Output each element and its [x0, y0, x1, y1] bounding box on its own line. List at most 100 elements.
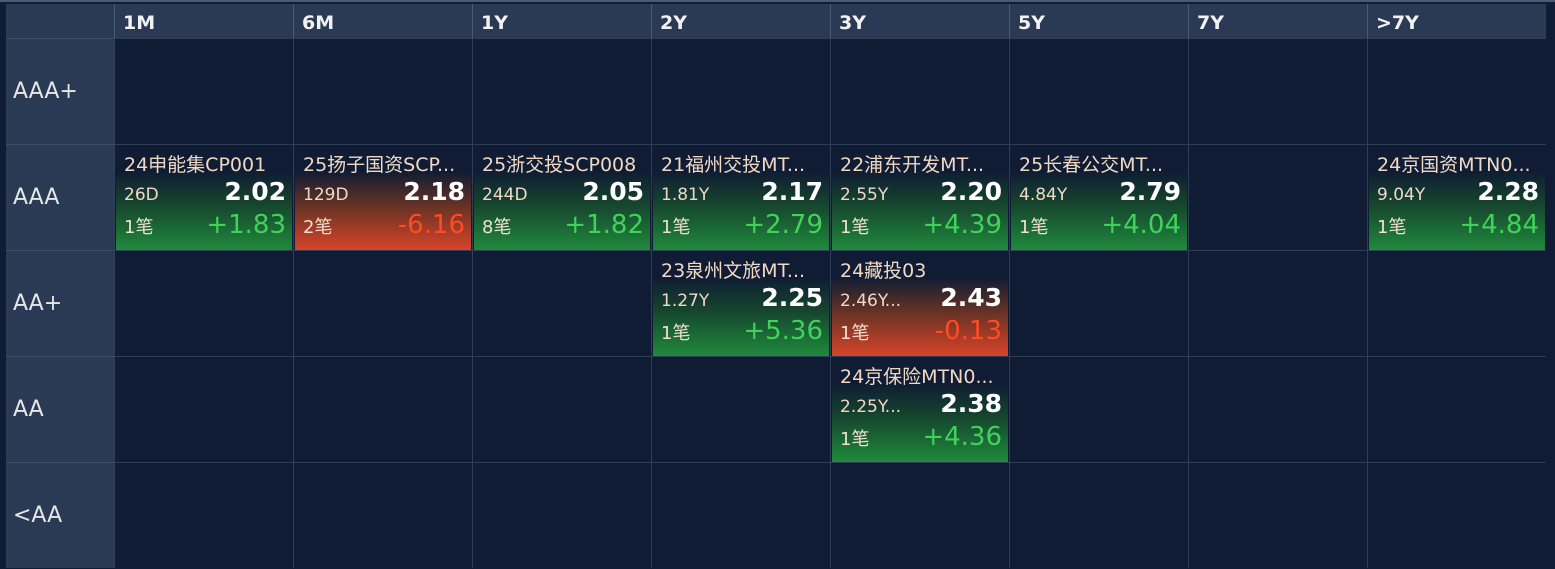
bond-term: 1.27Y — [661, 291, 710, 311]
column-header[interactable]: 1Y — [472, 4, 651, 38]
bond-card-row: 26D 2.02 — [124, 177, 286, 210]
matrix-cell — [1188, 250, 1367, 356]
bond-yield: 2.79 — [1119, 177, 1181, 206]
bond-card-row: 244D 2.05 — [482, 177, 644, 210]
bond-card[interactable]: 24申能集CP001 26D 2.02 1笔 +1.83 — [116, 149, 292, 250]
bond-card[interactable]: 25扬子国资SCP... 129D 2.18 2笔 -6.16 — [295, 149, 471, 250]
bond-name: 25浙交投SCP008 — [482, 154, 637, 176]
matrix-cell — [651, 356, 830, 462]
bond-yield: 2.05 — [582, 177, 644, 206]
matrix-cell — [472, 250, 651, 356]
bond-name: 23泉州文旅MT... — [661, 260, 806, 282]
bond-term: 129D — [303, 185, 349, 205]
bond-card-row: 1笔 +4.84 — [1377, 210, 1539, 243]
trade-count: 1笔 — [1377, 217, 1407, 238]
matrix-cell: 21福州交投MT... 1.81Y 2.17 1笔 +2.79 — [651, 144, 830, 250]
yield-change: -0.13 — [934, 316, 1002, 346]
trade-count: 8笔 — [482, 217, 512, 238]
trade-count: 1笔 — [840, 217, 870, 238]
bond-term: 4.84Y — [1019, 185, 1068, 205]
matrix-cell — [293, 356, 472, 462]
bond-name: 25扬子国资SCP... — [303, 154, 456, 176]
matrix-cell: 24藏投03 2.46Y... 2.43 1笔 -0.13 — [830, 250, 1009, 356]
matrix-cell — [651, 38, 830, 144]
bond-card-row: 1笔 +2.79 — [661, 210, 823, 243]
trade-count: 1笔 — [124, 217, 154, 238]
bond-card[interactable]: 24京保险MTN0... 2.25Y... 2.38 1笔 +4.36 — [832, 361, 1008, 462]
matrix-cell: 25浙交投SCP008 244D 2.05 8笔 +1.82 — [472, 144, 651, 250]
matrix-cell — [293, 250, 472, 356]
matrix-cell — [472, 462, 651, 568]
bond-card-row: 2.25Y... 2.38 — [840, 389, 1002, 422]
row-header[interactable]: AA — [6, 356, 114, 462]
yield-change: +4.04 — [1101, 210, 1181, 240]
matrix-cell — [1009, 250, 1188, 356]
trade-count: 1笔 — [661, 323, 691, 344]
column-header[interactable]: 7Y — [1188, 4, 1367, 38]
yield-change: -6.16 — [397, 210, 465, 240]
yield-change: +1.82 — [564, 210, 644, 240]
matrix-cell — [1367, 462, 1546, 568]
bond-card-row: 1笔 +4.39 — [840, 210, 1002, 243]
column-header[interactable]: 2Y — [651, 4, 830, 38]
bond-yield: 2.38 — [940, 389, 1002, 418]
bond-card-row: 2.55Y 2.20 — [840, 177, 1002, 210]
bond-card[interactable]: 21福州交投MT... 1.81Y 2.17 1笔 +2.79 — [653, 149, 829, 250]
yield-change: +4.39 — [922, 210, 1002, 240]
matrix-cell: 23泉州文旅MT... 1.27Y 2.25 1笔 +5.36 — [651, 250, 830, 356]
bond-card-row: 8笔 +1.82 — [482, 210, 644, 243]
bond-card-row: 1笔 +1.83 — [124, 210, 286, 243]
header-corner — [6, 4, 114, 38]
column-header[interactable]: 6M — [293, 4, 472, 38]
bond-name: 21福州交投MT... — [661, 154, 806, 176]
matrix-cell — [114, 250, 293, 356]
matrix-cell: 22浦东开发MT... 2.55Y 2.20 1笔 +4.39 — [830, 144, 1009, 250]
bond-card[interactable]: 24京国资MTN0... 9.04Y 2.28 1笔 +4.84 — [1369, 149, 1545, 250]
trade-count: 2笔 — [303, 217, 333, 238]
row-header[interactable]: AA+ — [6, 250, 114, 356]
bond-card-row: 1笔 +4.04 — [1019, 210, 1181, 243]
column-header[interactable]: 1M — [114, 4, 293, 38]
bond-term: 244D — [482, 185, 528, 205]
matrix-cell: 25长春公交MT... 4.84Y 2.79 1笔 +4.04 — [1009, 144, 1188, 250]
bond-name: 25长春公交MT... — [1019, 154, 1164, 176]
matrix-cell — [1367, 38, 1546, 144]
trade-count: 1笔 — [661, 217, 691, 238]
matrix-cell — [1188, 462, 1367, 568]
bond-yield: 2.02 — [224, 177, 286, 206]
matrix-cell — [114, 356, 293, 462]
bond-yield: 2.25 — [761, 283, 823, 312]
matrix-cell — [1188, 356, 1367, 462]
yield-change: +1.83 — [206, 210, 286, 240]
bond-card[interactable]: 24藏投03 2.46Y... 2.43 1笔 -0.13 — [832, 255, 1008, 356]
yield-matrix-grid: 1M 6M 1Y 2Y 3Y 5Y 7Y >7Y AAA+ AAA 24申能集CP001 26D 2.0… — [6, 4, 1546, 568]
row-header[interactable]: <AA — [6, 462, 114, 568]
column-header[interactable]: 5Y — [1009, 4, 1188, 38]
column-header[interactable]: >7Y — [1367, 4, 1546, 38]
bond-card[interactable]: 23泉州文旅MT... 1.27Y 2.25 1笔 +5.36 — [653, 255, 829, 356]
bond-yield: 2.20 — [940, 177, 1002, 206]
bond-term: 2.25Y... — [840, 397, 902, 417]
column-header[interactable]: 3Y — [830, 4, 1009, 38]
row-header[interactable]: AAA — [6, 144, 114, 250]
matrix-cell — [472, 38, 651, 144]
matrix-cell — [651, 462, 830, 568]
bond-card-row: 4.84Y 2.79 — [1019, 177, 1181, 210]
bond-card[interactable]: 25长春公交MT... 4.84Y 2.79 1笔 +4.04 — [1011, 149, 1187, 250]
trade-count: 1笔 — [840, 429, 870, 450]
matrix-cell — [830, 38, 1009, 144]
matrix-cell — [1367, 356, 1546, 462]
bond-card[interactable]: 22浦东开发MT... 2.55Y 2.20 1笔 +4.39 — [832, 149, 1008, 250]
bond-card-row: 2.46Y... 2.43 — [840, 283, 1002, 316]
yield-change: +2.79 — [743, 210, 823, 240]
bond-card-row: 1笔 +5.36 — [661, 316, 823, 349]
yield-change: +4.84 — [1459, 210, 1539, 240]
row-header[interactable]: AAA+ — [6, 38, 114, 144]
bond-yield: 2.17 — [761, 177, 823, 206]
bond-card-row: 2笔 -6.16 — [303, 210, 465, 243]
matrix-cell — [293, 38, 472, 144]
matrix-cell — [1188, 144, 1367, 250]
bond-card[interactable]: 25浙交投SCP008 244D 2.05 8笔 +1.82 — [474, 149, 650, 250]
matrix-cell — [1009, 38, 1188, 144]
